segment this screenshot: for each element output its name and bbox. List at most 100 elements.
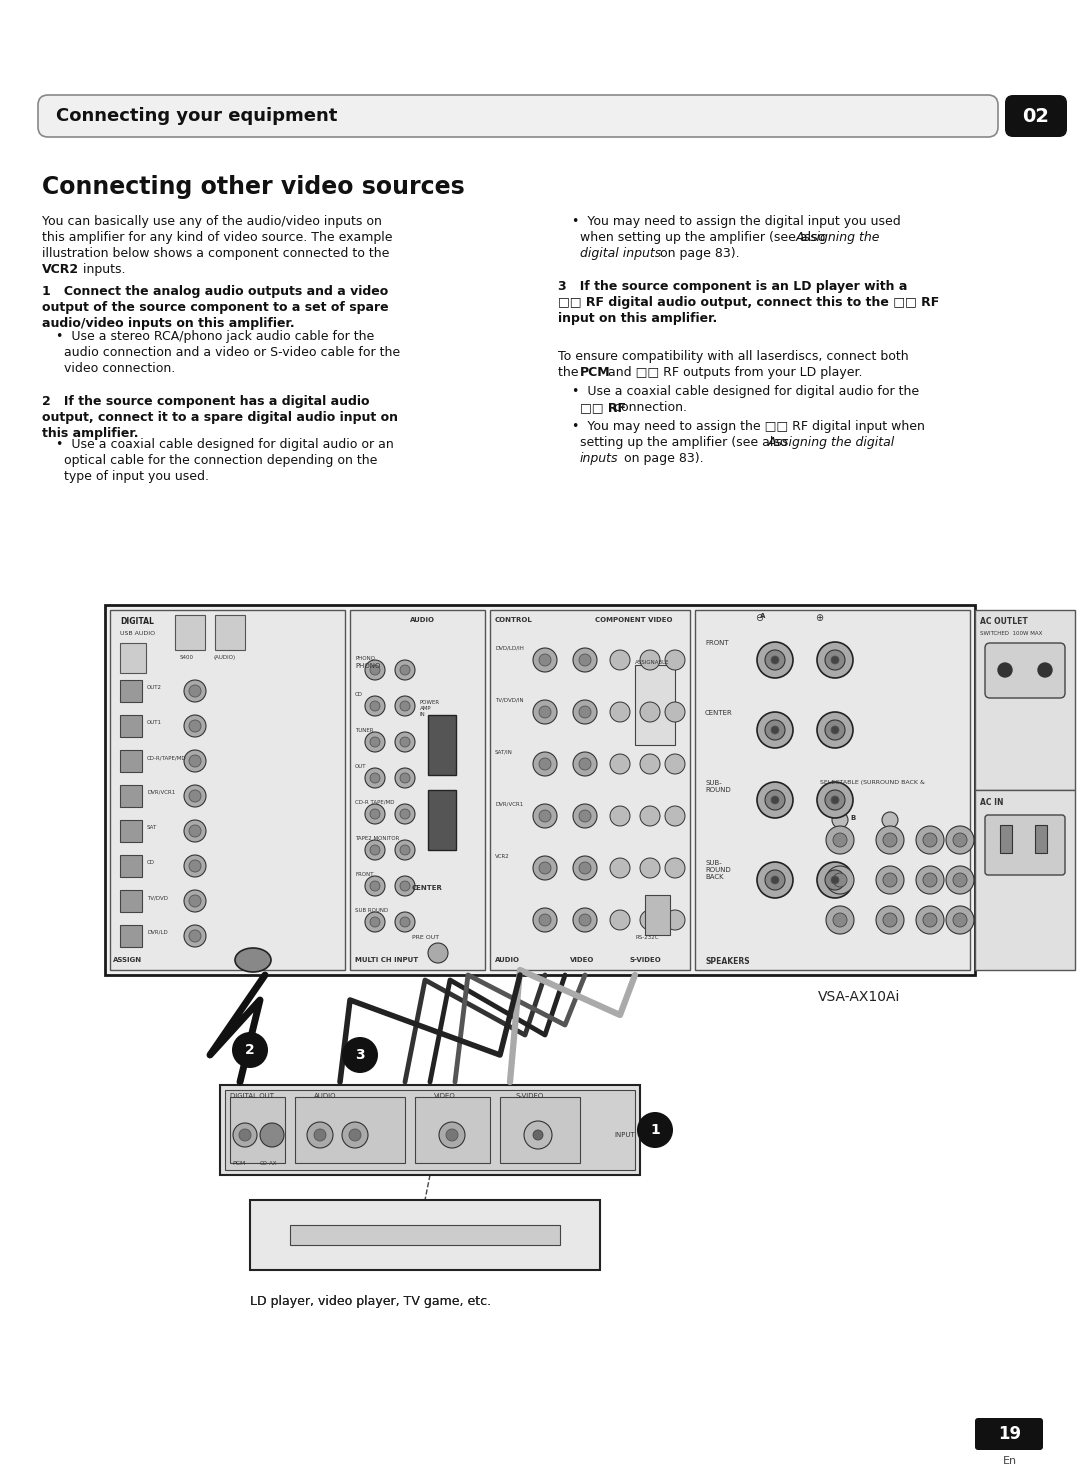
Circle shape bbox=[826, 825, 854, 854]
Bar bbox=[110, 611, 345, 971]
Text: B: B bbox=[850, 815, 855, 821]
Text: CD-R/TAPE/MD: CD-R/TAPE/MD bbox=[147, 754, 187, 760]
Text: DVR/VCR1: DVR/VCR1 bbox=[495, 802, 523, 808]
Circle shape bbox=[370, 845, 380, 855]
Circle shape bbox=[640, 910, 660, 931]
Circle shape bbox=[579, 757, 591, 771]
Text: Connecting your equipment: Connecting your equipment bbox=[56, 107, 337, 124]
Text: ASSIGN: ASSIGN bbox=[113, 957, 143, 963]
Bar bbox=[645, 895, 670, 935]
Text: DIGITAL: DIGITAL bbox=[120, 617, 153, 625]
Text: AUDIO: AUDIO bbox=[314, 1094, 336, 1100]
Circle shape bbox=[876, 825, 904, 854]
Circle shape bbox=[610, 702, 630, 722]
Circle shape bbox=[534, 751, 557, 777]
Circle shape bbox=[610, 858, 630, 877]
Text: SUB-
ROUND
BACK: SUB- ROUND BACK bbox=[705, 860, 731, 880]
Text: inputs.: inputs. bbox=[79, 262, 125, 276]
Bar bbox=[490, 611, 690, 971]
Circle shape bbox=[579, 811, 591, 823]
Circle shape bbox=[757, 711, 793, 748]
Circle shape bbox=[189, 860, 201, 871]
Text: AC IN: AC IN bbox=[980, 797, 1003, 808]
Circle shape bbox=[184, 820, 206, 842]
Text: COMPONENT VIDEO: COMPONENT VIDEO bbox=[595, 617, 673, 622]
Circle shape bbox=[876, 906, 904, 934]
Bar bbox=[120, 925, 141, 947]
Text: FRONT: FRONT bbox=[705, 640, 729, 646]
Circle shape bbox=[579, 863, 591, 874]
Circle shape bbox=[640, 806, 660, 825]
Circle shape bbox=[370, 880, 380, 891]
Circle shape bbox=[370, 701, 380, 711]
Circle shape bbox=[579, 654, 591, 665]
Ellipse shape bbox=[235, 948, 271, 972]
Text: video connection.: video connection. bbox=[64, 362, 175, 375]
Circle shape bbox=[184, 891, 206, 911]
Circle shape bbox=[370, 737, 380, 747]
Circle shape bbox=[771, 876, 779, 883]
Text: inputs: inputs bbox=[580, 452, 619, 465]
Circle shape bbox=[395, 805, 415, 824]
Text: 02: 02 bbox=[1023, 107, 1050, 126]
Bar bbox=[428, 714, 456, 775]
Circle shape bbox=[539, 863, 551, 874]
Text: when setting up the amplifier (see also: when setting up the amplifier (see also bbox=[580, 231, 829, 245]
Circle shape bbox=[883, 873, 897, 888]
Circle shape bbox=[342, 1037, 378, 1073]
Bar bbox=[175, 615, 205, 651]
Circle shape bbox=[395, 659, 415, 680]
Circle shape bbox=[239, 1129, 251, 1141]
Text: audio connection and a video or S-video cable for the: audio connection and a video or S-video … bbox=[64, 345, 400, 359]
Text: POWER
AMP
IN: POWER AMP IN bbox=[420, 700, 441, 717]
Bar bbox=[428, 790, 456, 851]
Text: digital inputs: digital inputs bbox=[580, 247, 661, 259]
Text: LD player, video player, TV game, etc.: LD player, video player, TV game, etc. bbox=[249, 1295, 491, 1309]
Circle shape bbox=[189, 825, 201, 837]
Text: OUT2: OUT2 bbox=[147, 685, 162, 691]
Circle shape bbox=[579, 705, 591, 717]
Circle shape bbox=[832, 812, 848, 828]
Text: 19: 19 bbox=[998, 1426, 1022, 1443]
Circle shape bbox=[189, 895, 201, 907]
Circle shape bbox=[189, 790, 201, 802]
Text: type of input you used.: type of input you used. bbox=[64, 470, 210, 483]
Bar bbox=[120, 643, 146, 673]
FancyBboxPatch shape bbox=[38, 95, 998, 136]
Circle shape bbox=[610, 806, 630, 825]
Circle shape bbox=[184, 785, 206, 808]
Text: CONTROL: CONTROL bbox=[495, 617, 532, 622]
FancyBboxPatch shape bbox=[1005, 95, 1067, 136]
Circle shape bbox=[184, 750, 206, 772]
Circle shape bbox=[640, 858, 660, 877]
Text: AUDIO: AUDIO bbox=[410, 617, 435, 622]
Circle shape bbox=[395, 732, 415, 751]
Bar bbox=[120, 855, 141, 877]
Bar bbox=[975, 611, 1075, 790]
Circle shape bbox=[370, 809, 380, 820]
Text: audio/video inputs on this amplifier.: audio/video inputs on this amplifier. bbox=[42, 317, 295, 330]
Circle shape bbox=[365, 911, 384, 932]
Text: USB AUDIO: USB AUDIO bbox=[120, 631, 156, 636]
Circle shape bbox=[946, 865, 974, 894]
Circle shape bbox=[883, 833, 897, 848]
Circle shape bbox=[831, 726, 839, 734]
Text: PHONO: PHONO bbox=[355, 662, 380, 668]
Text: RS-232C: RS-232C bbox=[635, 935, 659, 940]
Text: 2   If the source component has a digital audio: 2 If the source component has a digital … bbox=[42, 396, 369, 408]
Circle shape bbox=[771, 657, 779, 664]
Circle shape bbox=[573, 805, 597, 828]
Bar bbox=[291, 1226, 561, 1245]
Circle shape bbox=[400, 701, 410, 711]
Circle shape bbox=[184, 855, 206, 877]
Circle shape bbox=[833, 873, 847, 888]
Circle shape bbox=[579, 914, 591, 926]
Text: OUT: OUT bbox=[355, 765, 366, 769]
Text: S400: S400 bbox=[180, 655, 194, 659]
Text: SAT: SAT bbox=[147, 825, 158, 830]
Text: PCM: PCM bbox=[232, 1160, 245, 1166]
Circle shape bbox=[640, 651, 660, 670]
Circle shape bbox=[771, 726, 779, 734]
Circle shape bbox=[816, 642, 853, 677]
Circle shape bbox=[831, 657, 839, 664]
